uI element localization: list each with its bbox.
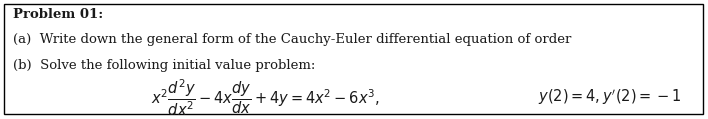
Text: $y(2) = 4, y'(2) = -1$: $y(2) = 4, y'(2) = -1$: [538, 88, 682, 107]
Text: (b)  Solve the following initial value problem:: (b) Solve the following initial value pr…: [13, 60, 315, 72]
Text: $x^2\dfrac{d^2y}{dx^2} - 4x\dfrac{dy}{dx} + 4y = 4x^2 - 6x^3,$: $x^2\dfrac{d^2y}{dx^2} - 4x\dfrac{dy}{dx…: [152, 77, 379, 118]
Text: (a)  Write down the general form of the Cauchy-Euler differential equation of or: (a) Write down the general form of the C…: [13, 33, 576, 46]
Text: Problem 01:: Problem 01:: [13, 8, 103, 21]
FancyBboxPatch shape: [4, 4, 703, 114]
